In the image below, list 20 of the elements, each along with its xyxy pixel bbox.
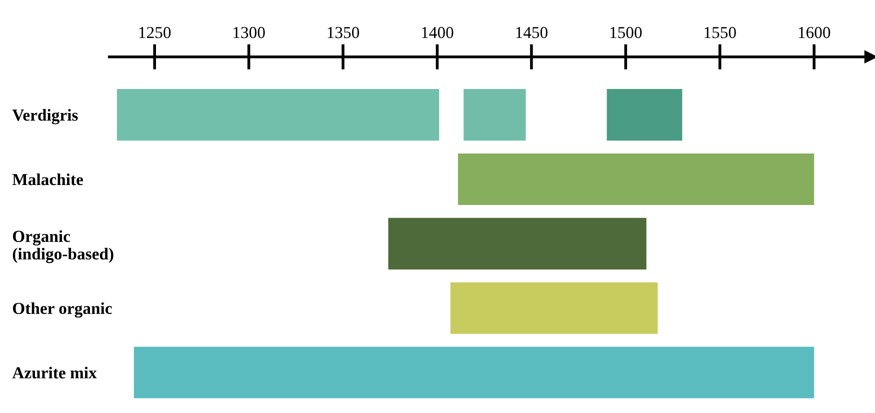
bar bbox=[464, 89, 526, 141]
x-tick-label: 1600 bbox=[798, 26, 830, 38]
x-tick-label: 1550 bbox=[704, 26, 736, 38]
y-tick-label: Verdigris bbox=[12, 109, 78, 124]
x-tick-label: 1300 bbox=[234, 26, 265, 38]
bar bbox=[458, 153, 814, 206]
y-tick-label: Azurite mix bbox=[12, 366, 97, 379]
y-tick-label: Malachite bbox=[12, 173, 83, 186]
bar bbox=[606, 89, 682, 141]
x-tick-label: 1350 bbox=[328, 26, 360, 38]
bar bbox=[134, 346, 814, 398]
x-tick-label: 1400 bbox=[422, 26, 454, 38]
bar bbox=[116, 89, 440, 141]
bar bbox=[388, 218, 646, 270]
y-tick-label: Organic (indigo-based) bbox=[12, 230, 114, 264]
x-tick-label: 1500 bbox=[610, 26, 642, 38]
x-tick-label: 1450 bbox=[516, 26, 548, 38]
bar bbox=[450, 282, 658, 334]
y-tick-label: Other organic bbox=[12, 302, 112, 318]
x-tick-label: 1250 bbox=[139, 26, 171, 38]
